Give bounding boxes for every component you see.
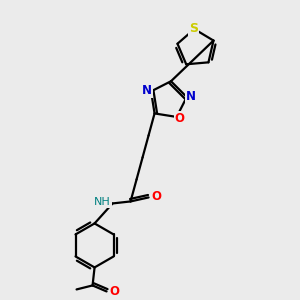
Text: O: O (110, 285, 120, 298)
Text: N: N (186, 89, 196, 103)
Text: O: O (152, 190, 162, 203)
Text: N: N (142, 84, 152, 97)
Text: NH: NH (94, 197, 111, 207)
Text: S: S (189, 22, 198, 34)
Text: O: O (175, 112, 184, 125)
